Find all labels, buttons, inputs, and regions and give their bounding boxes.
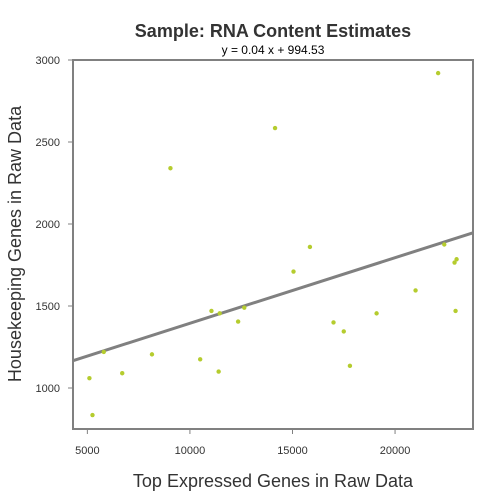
chart-title: Sample: RNA Content Estimates: [135, 21, 411, 41]
fit-line: [72, 231, 474, 363]
data-point: [453, 308, 458, 314]
data-point: [291, 269, 296, 274]
data-point: [272, 125, 278, 131]
fit-line-group: [72, 231, 474, 363]
x-tick-label: 10000: [175, 445, 206, 457]
y-tick-label: 2000: [36, 219, 60, 231]
chart-subtitle: y = 0.04 x + 994.53: [222, 43, 325, 57]
data-point: [374, 311, 379, 316]
data-point: [347, 363, 353, 369]
x-axis-label: Top Expressed Genes in Raw Data: [133, 471, 414, 491]
data-point: [435, 70, 441, 76]
data-points: [87, 70, 459, 418]
data-point: [120, 371, 125, 376]
axis-ticks: 5000 10000 15000 20000 1000 1500 2000 2500 3000: [36, 55, 411, 457]
data-point: [101, 349, 106, 355]
data-point: [341, 329, 346, 334]
data-point: [307, 244, 313, 250]
data-point: [235, 319, 241, 324]
data-point: [168, 166, 173, 171]
data-point: [242, 305, 247, 310]
y-axis-label: Housekeeping Genes in Raw Data: [5, 105, 25, 382]
y-tick-label: 3000: [36, 55, 60, 67]
data-point: [331, 320, 336, 325]
data-point: [442, 242, 447, 247]
data-point: [216, 369, 221, 374]
data-point: [454, 257, 459, 262]
data-point: [90, 412, 95, 418]
data-point: [413, 288, 418, 293]
data-point: [87, 375, 92, 381]
y-tick-label: 1500: [36, 301, 60, 313]
data-point: [197, 357, 203, 362]
y-tick-label: 1000: [36, 383, 60, 395]
x-tick-label: 5000: [75, 445, 99, 457]
plot-frame: [72, 59, 474, 430]
data-point: [452, 260, 457, 265]
x-tick-label: 20000: [380, 445, 411, 457]
data-point: [217, 311, 222, 316]
x-tick-label: 15000: [277, 445, 308, 457]
data-point: [149, 352, 155, 357]
data-point: [209, 308, 214, 314]
y-tick-label: 2500: [36, 137, 60, 149]
